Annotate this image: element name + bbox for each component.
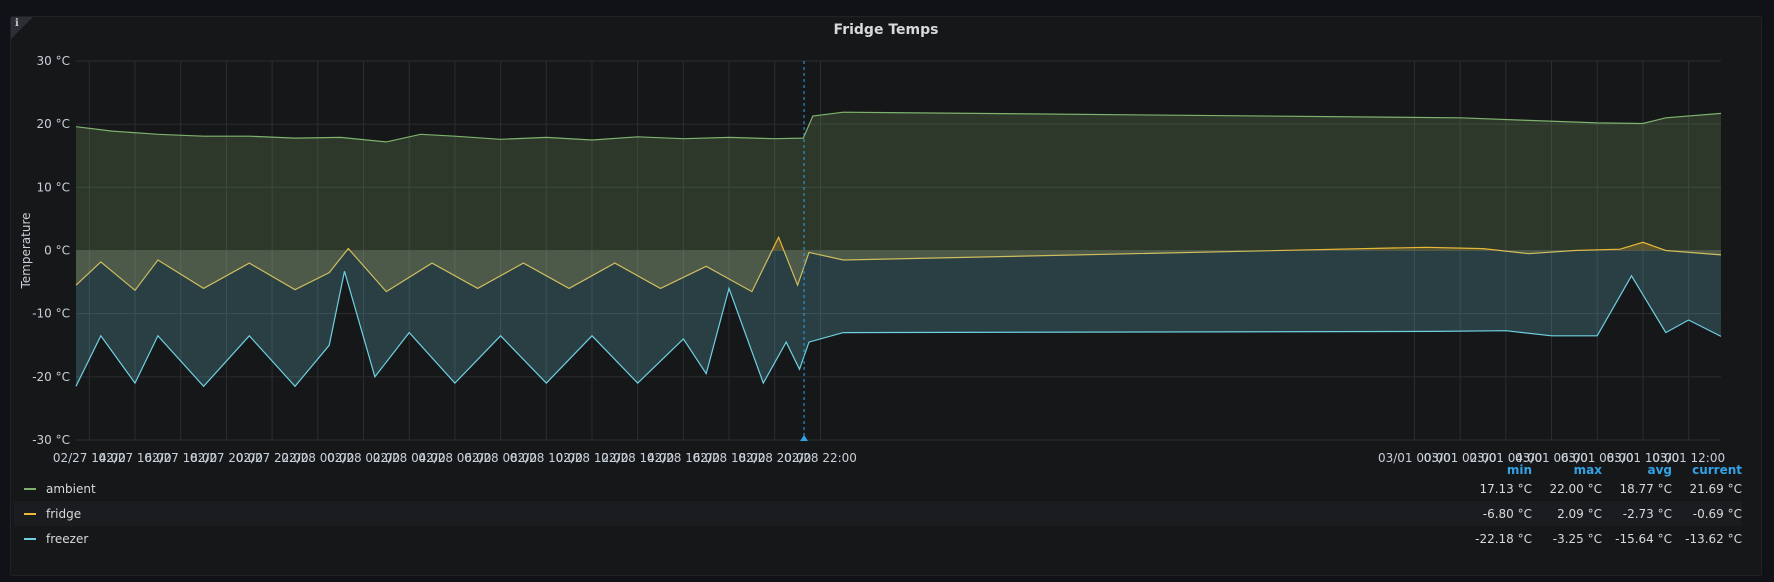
legend-max: 22.00 °C xyxy=(1549,481,1602,496)
legend-row-freezer[interactable]: freezer -22.18 °C -3.25 °C -15.64 °C -13… xyxy=(14,526,1742,551)
x-tick-label: 02/28 10:00 xyxy=(510,451,583,465)
x-tick-label: 02/28 20:00 xyxy=(738,451,811,465)
x-tick-label: 02/27 20:00 xyxy=(190,451,263,465)
chart-area: 30 °C 20 °C 10 °C 0 °C -10 °C -20 °C -30 °C 02/… xyxy=(19,54,1725,465)
x-tick-label: 02/28 06:00 xyxy=(418,451,491,465)
x-tick-label: 02/27 22:00 xyxy=(236,451,309,465)
series-line-fridge xyxy=(75,235,1722,293)
x-tick-label: 02/28 02:00 xyxy=(327,451,400,465)
x-tick-label: 03/01 12:00 xyxy=(1652,451,1725,465)
panel-title[interactable]: Fridge Temps xyxy=(833,22,939,38)
legend-name[interactable]: fridge xyxy=(46,506,82,521)
x-tick-label: 03/01 00:00 xyxy=(1378,451,1451,465)
legend-current: -0.69 °C xyxy=(1692,506,1742,521)
x-tick-label: 03/01 08:00 xyxy=(1561,451,1634,465)
legend-name[interactable]: freezer xyxy=(46,531,89,546)
x-tick-label: 02/28 00:00 xyxy=(281,451,354,465)
y-tick-label: -30 °C xyxy=(32,433,70,447)
x-tick-label: 02/28 12:00 xyxy=(555,451,628,465)
legend-row-fridge[interactable]: fridge -6.80 °C 2.09 °C -2.73 °C -0.69 °… xyxy=(14,501,1742,526)
legend-header-avg[interactable]: avg xyxy=(1647,463,1672,477)
panel-info-corner[interactable] xyxy=(11,17,33,39)
legend-avg: 18.77 °C xyxy=(1619,481,1672,496)
y-tick-label: -10 °C xyxy=(32,307,70,321)
legend-min: -22.18 °C xyxy=(1475,531,1532,546)
crosshair-marker xyxy=(800,435,809,441)
legend-avg: -2.73 °C xyxy=(1622,506,1672,521)
y-tick-label: -20 °C xyxy=(32,370,70,384)
x-tick-label: 02/28 14:00 xyxy=(601,451,674,465)
legend-max: 2.09 °C xyxy=(1557,506,1602,521)
legend-name[interactable]: ambient xyxy=(46,481,96,496)
x-tick-label: 03/01 06:00 xyxy=(1515,451,1588,465)
y-tick-label: 10 °C xyxy=(37,180,70,194)
x-tick-label: 02/27 18:00 xyxy=(144,451,217,465)
legend-row-ambient[interactable]: ambient 17.13 °C 22.00 °C 18.77 °C 21.69… xyxy=(14,476,1742,501)
legend-min: -6.80 °C xyxy=(1482,506,1532,521)
x-tick-label: 02/28 04:00 xyxy=(373,451,446,465)
legend-header-max[interactable]: max xyxy=(1573,463,1602,477)
legend-current: -13.62 °C xyxy=(1685,531,1742,546)
series-line-ambient xyxy=(75,111,1722,143)
series-area-freezer xyxy=(76,250,1721,387)
legend-current: 21.69 °C xyxy=(1689,481,1742,496)
legend-swatch-fridge xyxy=(24,512,36,515)
series-area-ambient xyxy=(76,112,1721,251)
x-tick-label: 03/01 10:00 xyxy=(1606,451,1679,465)
y-tick-label: 20 °C xyxy=(37,117,70,131)
legend: min max avg current ambient 17.13 °C 22.… xyxy=(14,463,1742,551)
x-tick-label: 02/28 18:00 xyxy=(693,451,766,465)
info-icon[interactable]: i xyxy=(15,18,19,29)
y-tick-label: 30 °C xyxy=(37,54,70,68)
legend-swatch-ambient xyxy=(24,487,36,490)
legend-max: -3.25 °C xyxy=(1552,531,1602,546)
series-area-fridge xyxy=(76,237,1721,292)
legend-avg: -15.64 °C xyxy=(1615,531,1672,546)
x-tick-label: 02/27 14:00 xyxy=(53,451,126,465)
x-tick-label: 03/01 04:00 xyxy=(1469,451,1542,465)
legend-min: 17.13 °C xyxy=(1479,481,1532,496)
series-line-freezer xyxy=(75,271,1722,388)
x-tick-label: 02/28 22:00 xyxy=(784,451,857,465)
legend-swatch-freezer xyxy=(24,537,36,540)
x-tick-label: 02/28 08:00 xyxy=(464,451,537,465)
x-tick-label: 03/01 02:00 xyxy=(1424,451,1497,465)
legend-header-current[interactable]: current xyxy=(1692,463,1742,477)
y-axis-label: Temperature xyxy=(19,212,33,289)
x-tick-label: 02/28 16:00 xyxy=(647,451,720,465)
legend-header: min max avg current xyxy=(14,460,1742,480)
y-tick-label: 0 °C xyxy=(44,244,70,258)
x-tick-label: 02/27 16:00 xyxy=(99,451,172,465)
legend-header-min[interactable]: min xyxy=(1506,463,1532,477)
graph-panel: i Fridge Temps xyxy=(10,16,1762,576)
